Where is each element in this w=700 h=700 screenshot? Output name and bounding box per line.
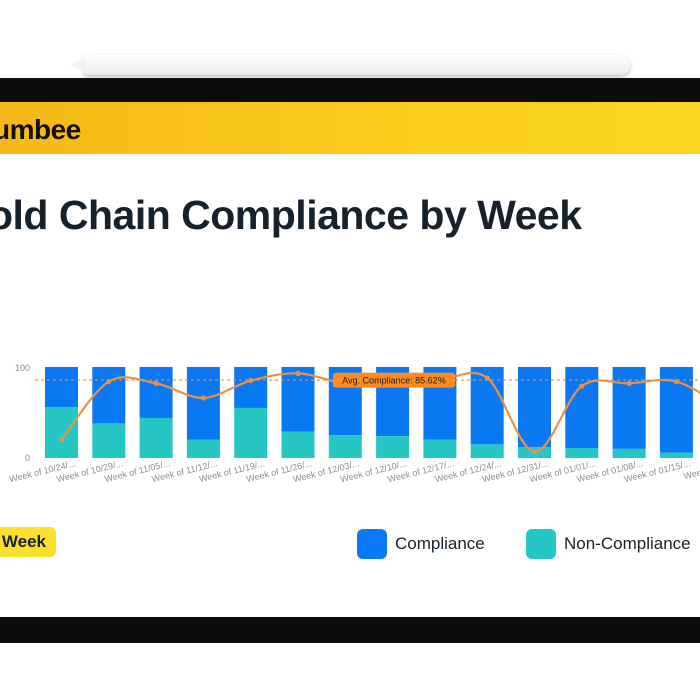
trend-point	[626, 380, 632, 386]
trend-point	[200, 395, 206, 401]
group-by-week-chip[interactable]: Week	[0, 527, 56, 557]
trend-point	[58, 437, 65, 443]
bar-non-compliance	[565, 447, 599, 458]
trend-point	[531, 449, 538, 455]
brand-logo: umbee	[0, 114, 81, 145]
trend-point	[673, 378, 680, 385]
bar-compliance	[612, 367, 646, 449]
bar-compliance	[234, 367, 268, 408]
bar-compliance	[92, 367, 126, 424]
dashboard-screen: umbee old Chain Compliance by Week 100 0 W…	[0, 102, 700, 617]
trend-point	[106, 378, 112, 385]
compliance-swatch	[357, 529, 387, 559]
bar-compliance	[281, 367, 315, 432]
bar-compliance	[186, 367, 220, 440]
trend-point	[484, 375, 490, 381]
bar-non-compliance	[376, 436, 410, 458]
trend-point	[248, 378, 254, 384]
stylus-pencil	[84, 55, 630, 75]
bar-non-compliance	[45, 407, 78, 458]
avg-compliance-label: Avg. Compliance: 85.62%	[342, 376, 445, 386]
bar-non-compliance	[234, 407, 268, 458]
bar-non-compliance	[92, 423, 126, 458]
avg-compliance-badge	[333, 372, 455, 388]
trend-point	[153, 380, 159, 386]
bar-non-compliance	[659, 452, 693, 458]
legend-non-compliance-label: Non-Compliance	[564, 534, 691, 553]
y-tick-label: 0	[25, 453, 30, 463]
bar-compliance	[565, 367, 599, 448]
page-title: old Chain Compliance by Week	[0, 192, 582, 238]
bar-non-compliance	[139, 417, 173, 458]
bar-non-compliance	[186, 439, 220, 458]
y-tick-label: 100	[15, 363, 30, 373]
bar-non-compliance	[281, 431, 315, 458]
bar-compliance	[518, 367, 551, 448]
bar-non-compliance	[470, 444, 504, 458]
bar-non-compliance	[612, 448, 646, 458]
legend-compliance[interactable]: Compliance	[357, 528, 485, 560]
stylus-tip	[70, 58, 86, 72]
group-by-label: Week	[1, 532, 46, 551]
brand-header: umbee	[0, 102, 700, 154]
non-compliance-swatch	[526, 529, 556, 559]
legend-non-compliance[interactable]: Non-Compliance	[526, 528, 691, 560]
bar-compliance	[45, 367, 78, 408]
bar-non-compliance	[328, 435, 362, 458]
legend-compliance-label: Compliance	[395, 534, 485, 553]
trend-point	[295, 370, 301, 376]
bar-non-compliance	[423, 439, 457, 458]
bar-compliance	[139, 367, 173, 418]
trend-point	[579, 383, 585, 389]
